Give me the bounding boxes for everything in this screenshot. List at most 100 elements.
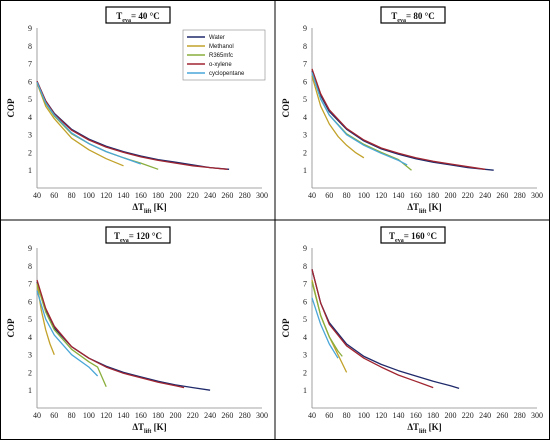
x-tick-label: 80 xyxy=(68,411,76,420)
y-tick-label: 5 xyxy=(303,315,307,324)
y-tick-label: 8 xyxy=(303,42,307,51)
x-tick-label: 220 xyxy=(462,411,474,420)
x-axis-label-main: ΔT xyxy=(132,202,144,212)
series-line-water xyxy=(36,281,211,391)
panel-title: Teva= 120 °C xyxy=(114,231,162,244)
x-tick-label: 200 xyxy=(444,191,456,200)
x-tick-label: 240 xyxy=(204,411,216,420)
x-tick-label: 260 xyxy=(221,411,233,420)
x-tick-label: 220 xyxy=(462,191,474,200)
series-line-methanol xyxy=(311,75,365,159)
x-tick-label: 280 xyxy=(514,411,526,420)
x-axis-label-sub: lift xyxy=(144,209,151,215)
y-tick-label: 4 xyxy=(28,333,32,342)
series-line-cyclopentane xyxy=(311,297,339,359)
y-tick-label: 2 xyxy=(28,368,32,377)
y-tick-label: 3 xyxy=(303,131,307,140)
x-tick-label: 180 xyxy=(152,411,164,420)
y-tick-label: 7 xyxy=(28,60,32,69)
panel-title-main: T xyxy=(389,231,395,241)
x-tick-label: 260 xyxy=(496,191,508,200)
x-tick-label: 260 xyxy=(221,191,233,200)
panel-title-sub: eva xyxy=(395,238,404,244)
y-tick-label: 3 xyxy=(303,351,307,360)
x-tick-label: 240 xyxy=(204,191,216,200)
chart-panel-4: Teva= 160 °C 40 60 80 100 120 140 160 180 200 220 2… xyxy=(281,226,543,435)
x-axis-label-rest: [K] xyxy=(151,422,166,432)
series-line-r365mfc xyxy=(36,283,107,387)
x-axis-label-main: ΔT xyxy=(132,422,144,432)
x-axis-label-sub: lift xyxy=(144,429,151,435)
panel-title-box xyxy=(105,6,171,24)
panel-title-box xyxy=(380,6,446,24)
panel-title-main: T xyxy=(391,11,397,21)
x-tick-label: 180 xyxy=(427,191,439,200)
x-tick-label: 260 xyxy=(496,411,508,420)
x-tick-label: 100 xyxy=(83,191,95,200)
x-tick-label: 140 xyxy=(118,191,130,200)
x-axis-label-sub: lift xyxy=(419,429,426,435)
panel-title-box xyxy=(105,226,171,244)
x-axis-label-rest: [K] xyxy=(426,202,441,212)
x-tick-label: 160 xyxy=(410,411,422,420)
series-line-r365mfc xyxy=(311,281,343,357)
chart-panel-3: Teva= 120 °C 40 60 80 100 120 140 160 180 200 220 2… xyxy=(6,226,268,435)
x-tick-label: 60 xyxy=(325,411,333,420)
y-tick-label: 5 xyxy=(303,95,307,104)
y-tick-label: 8 xyxy=(303,262,307,271)
x-tick-label: 120 xyxy=(375,191,387,200)
x-axis-label-main: ΔT xyxy=(407,422,419,432)
y-axis-label: COP xyxy=(6,318,16,338)
panel-title-sub: eva xyxy=(397,18,406,24)
x-axis-label: ΔTlift [K] xyxy=(132,202,166,215)
y-tick-label: 3 xyxy=(28,351,32,360)
series-line-cyclopentane xyxy=(36,81,142,165)
y-tick-label: 9 xyxy=(303,244,307,253)
y-axis-label: COP xyxy=(281,318,291,338)
y-tick-label: 3 xyxy=(28,131,32,140)
series-line-o-xylene xyxy=(36,81,228,170)
y-tick-label: 6 xyxy=(28,77,32,86)
y-tick-label: 2 xyxy=(303,368,307,377)
y-tick-label: 9 xyxy=(303,24,307,33)
x-tick-label: 100 xyxy=(358,191,370,200)
x-tick-label: 80 xyxy=(68,191,76,200)
chart-panel-1: Teva= 40 °C40 60 80 100 120 140 160 180 200 220 24… xyxy=(6,6,268,215)
series-line-cyclopentane xyxy=(311,72,408,166)
x-tick-label: 100 xyxy=(83,411,95,420)
y-tick-label: 9 xyxy=(28,24,32,33)
panel-title-rest: = 160 °C xyxy=(404,231,437,241)
y-tick-label: 1 xyxy=(28,166,32,175)
x-tick-label: 120 xyxy=(375,411,387,420)
y-tick-label: 1 xyxy=(28,386,32,395)
x-axis-label: ΔTlift [K] xyxy=(407,202,441,215)
x-tick-label: 80 xyxy=(343,191,351,200)
x-tick-label: 40 xyxy=(308,191,316,200)
y-tick-label: 4 xyxy=(28,113,32,122)
x-tick-label: 240 xyxy=(479,411,491,420)
x-tick-label: 80 xyxy=(343,411,351,420)
x-tick-label: 200 xyxy=(169,191,181,200)
y-tick-label: 1 xyxy=(303,166,307,175)
series-line-o-xylene xyxy=(311,269,434,389)
x-tick-label: 180 xyxy=(152,191,164,200)
panel-title: Teva= 80 °C xyxy=(391,11,434,24)
y-tick-label: 4 xyxy=(303,113,307,122)
y-tick-label: 6 xyxy=(28,297,32,306)
x-axis-label-main: ΔT xyxy=(407,202,419,212)
x-tick-label: 60 xyxy=(325,191,333,200)
legend-label: cyclopentane xyxy=(209,71,245,77)
x-axis-label-sub: lift xyxy=(419,209,426,215)
y-tick-label: 5 xyxy=(28,95,32,104)
x-tick-label: 140 xyxy=(393,191,405,200)
y-tick-label: 6 xyxy=(303,77,307,86)
y-tick-label: 9 xyxy=(28,244,32,253)
y-tick-label: 4 xyxy=(303,333,307,342)
panel-title-sub: eva xyxy=(120,238,129,244)
x-tick-label: 200 xyxy=(169,411,181,420)
x-tick-label: 140 xyxy=(393,411,405,420)
x-tick-label: 100 xyxy=(358,411,370,420)
x-tick-label: 300 xyxy=(531,191,543,200)
x-tick-label: 60 xyxy=(50,191,58,200)
